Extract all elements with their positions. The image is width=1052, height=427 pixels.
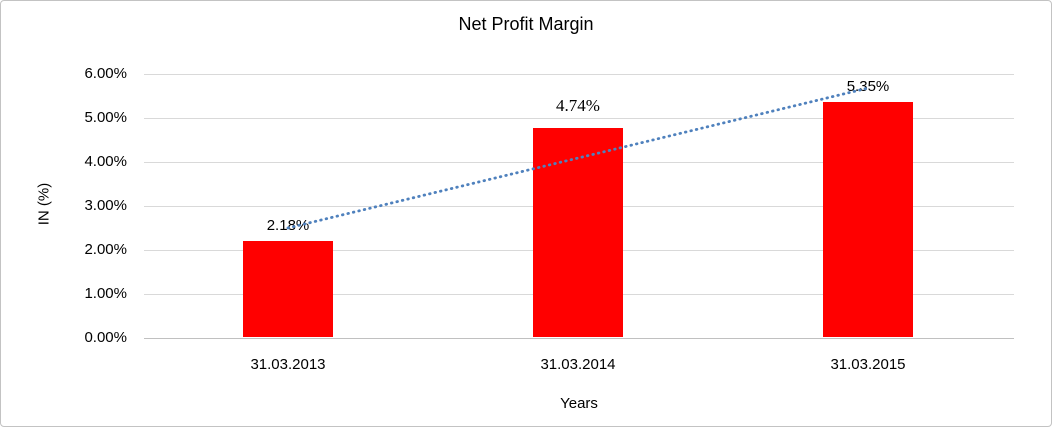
gridline — [144, 73, 1014, 75]
bar-value-label: 4.74% — [556, 96, 600, 116]
x-tick-label: 31.03.2014 — [540, 356, 616, 373]
x-tick-label: 31.03.2015 — [830, 356, 906, 373]
y-tick-label: 4.00% — [84, 153, 127, 170]
x-axis-line — [144, 337, 1014, 339]
y-tick-label: 3.00% — [84, 197, 127, 214]
y-tick-label: 2.00% — [84, 241, 127, 258]
x-axis-title: Years — [560, 395, 598, 412]
bar-value-label: 5.35% — [846, 77, 890, 95]
x-tick-label: 31.03.2013 — [250, 356, 326, 373]
bar-31.03.2014 — [533, 128, 623, 337]
gridline — [144, 117, 1014, 119]
bar-31.03.2013 — [243, 241, 333, 337]
bar-value-label: 2.18% — [266, 217, 310, 235]
y-tick-label: 6.00% — [84, 65, 127, 82]
y-tick-label: 0.00% — [84, 329, 127, 346]
plot-area: 2.18% 4.74% 5.35% — [144, 73, 1014, 339]
y-tick-label: 5.00% — [84, 109, 127, 126]
chart-title: Net Profit Margin — [458, 14, 594, 34]
bar-31.03.2015 — [823, 101, 913, 337]
y-tick-label: 1.00% — [84, 285, 127, 302]
trendline — [286, 86, 870, 230]
